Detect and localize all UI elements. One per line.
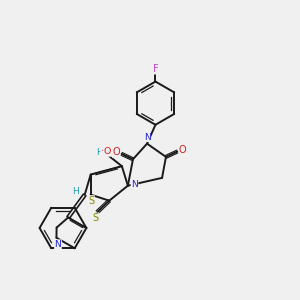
Text: N: N [55, 240, 61, 249]
Text: H: H [96, 148, 102, 157]
Text: S: S [93, 213, 99, 223]
Text: F: F [153, 64, 158, 74]
Text: S: S [88, 196, 94, 206]
Text: N: N [131, 180, 138, 189]
Text: H: H [72, 188, 79, 196]
Text: O: O [179, 145, 187, 155]
Text: N: N [144, 133, 150, 142]
Text: O: O [112, 147, 120, 158]
Text: ·O: ·O [101, 147, 111, 156]
